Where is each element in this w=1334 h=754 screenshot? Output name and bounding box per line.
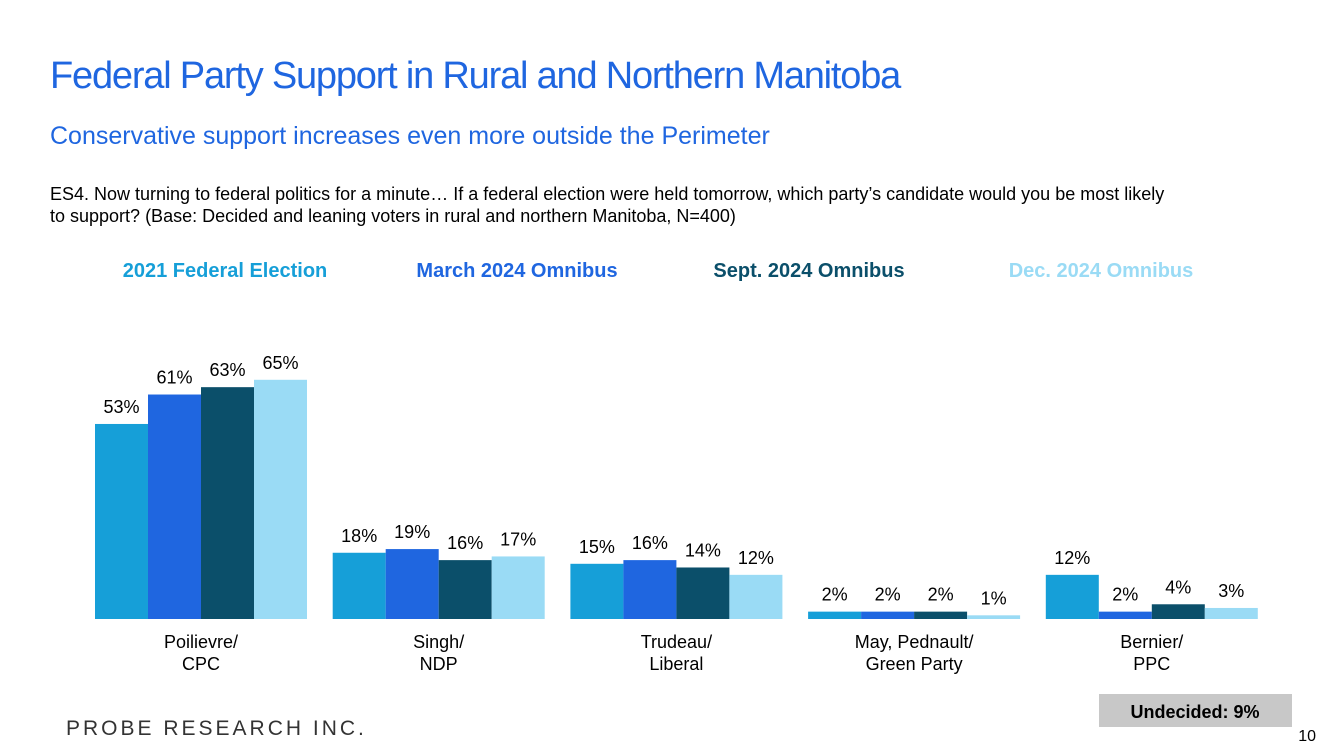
value-label: 14% (685, 540, 721, 560)
x-tick-label: Poilievre/ CPC (163, 632, 239, 674)
bar (438, 560, 492, 619)
legend-label: 2021 Federal Election (123, 260, 328, 282)
x-tick-label: Trudeau/ Liberal (640, 632, 713, 674)
bar (254, 379, 307, 619)
value-label: 4% (1165, 577, 1191, 597)
value-label: 2% (928, 585, 954, 605)
value-label: 12% (738, 548, 774, 568)
value-label: 3% (1218, 581, 1244, 601)
chart-title: Federal Party Support in Rural and North… (50, 55, 902, 97)
bar (861, 611, 915, 619)
value-label: 17% (500, 529, 536, 549)
bar (1151, 604, 1205, 619)
legend-label: March 2024 Omnibus (416, 260, 617, 282)
value-label: 63% (209, 360, 245, 380)
value-label: 61% (156, 368, 192, 388)
value-label: 19% (394, 522, 430, 542)
value-label: 16% (632, 533, 668, 553)
question: ES4. Now turning to federal politics for… (50, 184, 1165, 226)
chart-subtitle: Conservative support increases even more… (50, 122, 770, 150)
page-number: 10 (1298, 728, 1316, 745)
value-label: 16% (447, 533, 483, 553)
bar (385, 549, 439, 619)
bar (201, 387, 254, 619)
x-tick-label: Bernier/ PPC (1120, 632, 1184, 674)
bar (491, 556, 545, 619)
value-label: 65% (262, 353, 298, 373)
bar (967, 615, 1021, 619)
bar (1045, 574, 1099, 619)
bar (148, 394, 201, 619)
x-tick-label: May, Pednault/ Green Party (854, 632, 974, 674)
bar (623, 560, 677, 619)
bar (95, 423, 148, 619)
value-label: 53% (103, 397, 139, 417)
legend-label: Sept. 2024 Omnibus (713, 260, 904, 282)
bar (729, 574, 783, 619)
value-label: 2% (1112, 585, 1138, 605)
bar (1204, 607, 1258, 619)
bar (808, 611, 862, 619)
bar (1098, 611, 1152, 619)
legend-label: Dec. 2024 Omnibus (1009, 260, 1194, 282)
annotation: Undecided: 9% (1130, 702, 1259, 722)
bar (914, 611, 968, 619)
annotation-box (1099, 694, 1292, 727)
footer-logo: PROBE RESEARCH INC. (66, 717, 367, 740)
value-label: 18% (341, 526, 377, 546)
value-label: 12% (1054, 548, 1090, 568)
x-tick-label: Singh/ NDP (413, 632, 465, 674)
value-label: 1% (981, 588, 1007, 608)
bar (332, 552, 386, 619)
value-label: 2% (822, 585, 848, 605)
bar (570, 563, 624, 619)
value-label: 2% (875, 585, 901, 605)
value-label: 15% (579, 537, 615, 557)
bar (676, 567, 730, 619)
